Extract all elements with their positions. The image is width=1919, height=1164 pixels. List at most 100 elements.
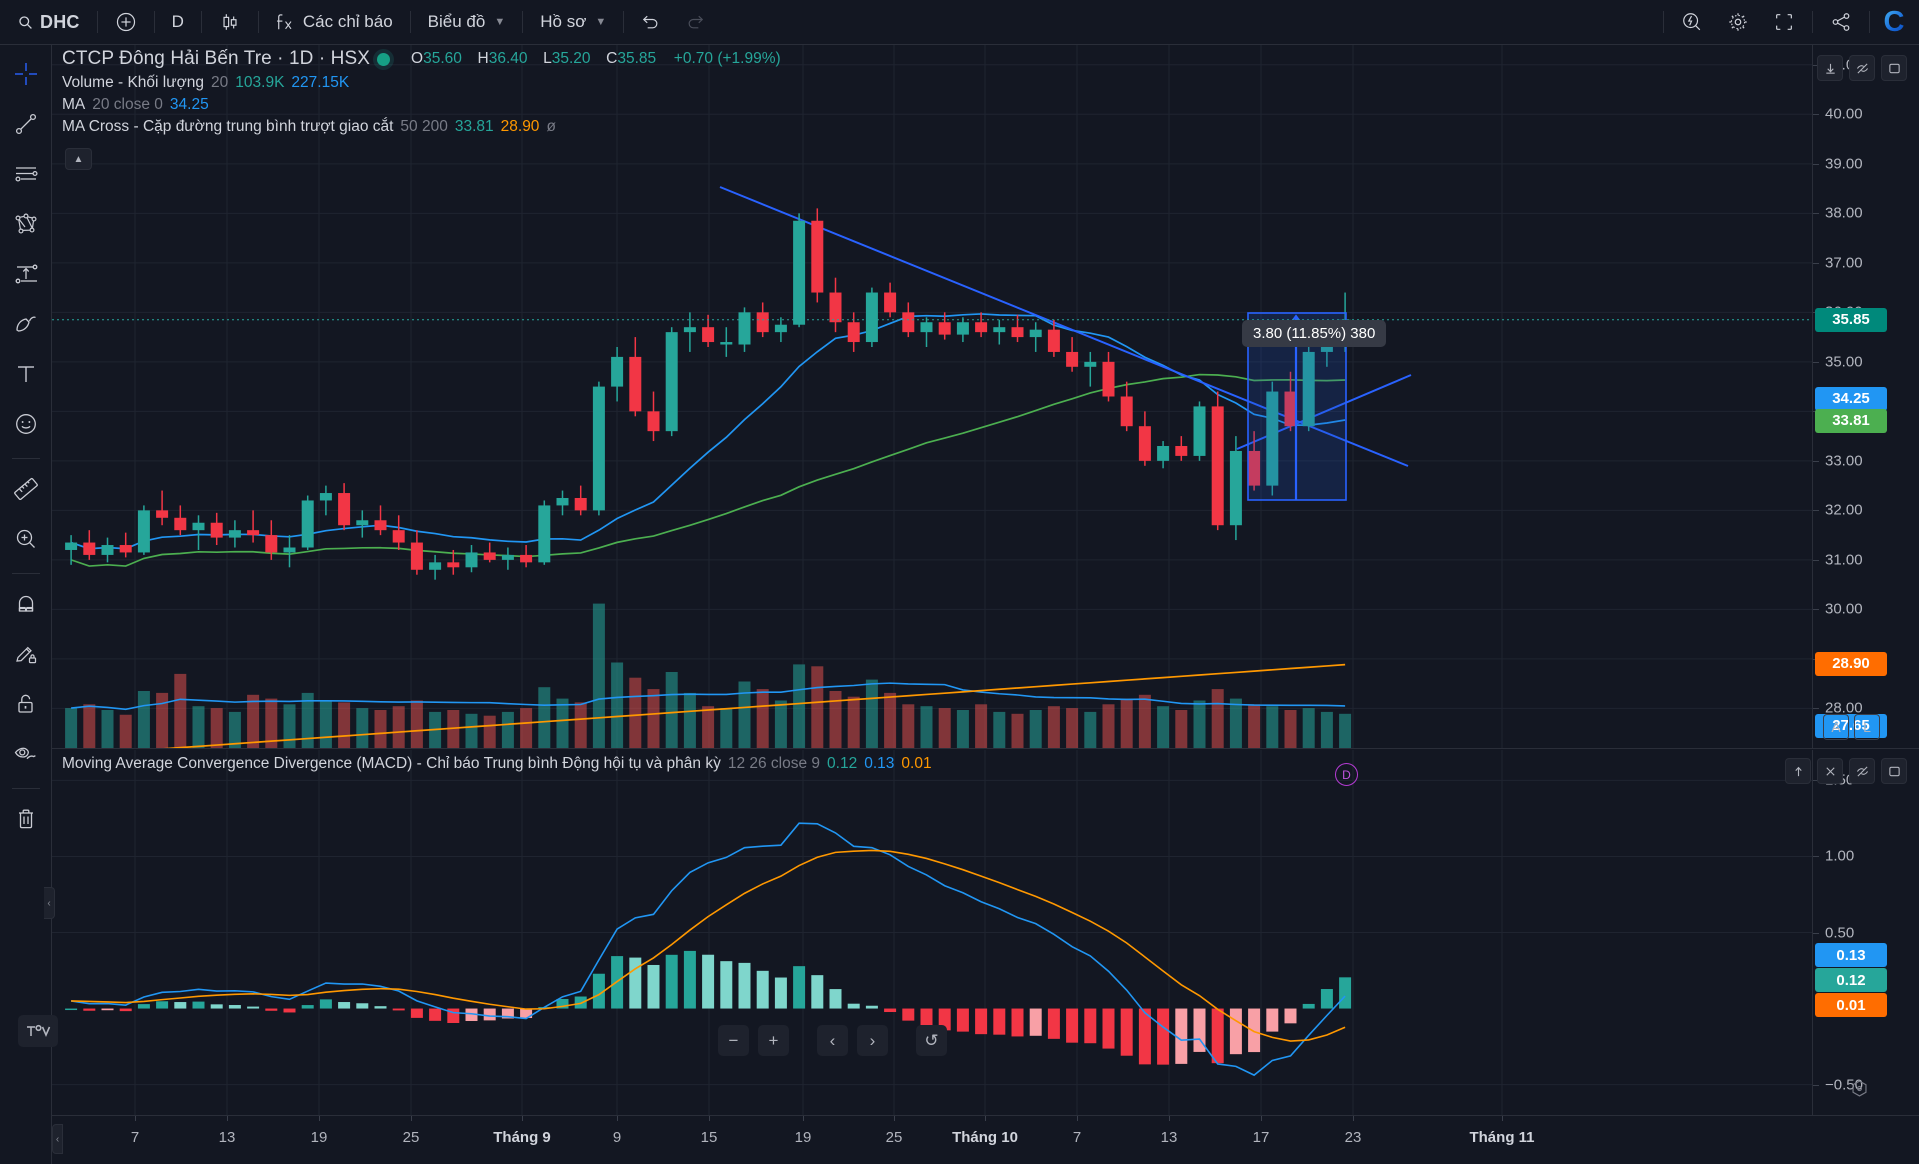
brush-tool-button[interactable] — [6, 306, 46, 346]
time-axis-tick: 13 — [218, 1129, 236, 1146]
price-axis-tick: 28.00 — [1825, 699, 1863, 717]
collapse-drawing-toolbar-button[interactable]: ‹ — [44, 887, 55, 919]
time-axis-tick: 19 — [794, 1129, 812, 1146]
axis-tick-mark — [411, 1116, 412, 1121]
pattern-tool-button[interactable] — [6, 206, 46, 246]
collapse-legend-button[interactable]: ▲ — [65, 148, 92, 170]
replay-button[interactable] — [1671, 5, 1713, 39]
axis-tick-mark — [227, 1116, 228, 1121]
close-icon[interactable] — [1817, 758, 1843, 784]
measure-tooltip: 3.80 (11.85%) 380 — [1242, 320, 1387, 347]
chart-menu-button[interactable]: Biểu đồ ▼ — [418, 5, 516, 39]
macd-chart-canvas[interactable] — [52, 750, 1812, 1115]
horizontal-lines-tool-button[interactable] — [6, 156, 46, 196]
move-up-icon[interactable] — [1785, 758, 1811, 784]
axis-tick-mark — [1261, 1116, 1262, 1121]
zoom-out-button[interactable]: − — [718, 1025, 749, 1056]
pane-divider[interactable] — [52, 748, 1919, 749]
macd-hist-badge[interactable]: 0.01 — [1815, 993, 1887, 1018]
time-axis-tick: Tháng 10 — [952, 1129, 1018, 1146]
chevron-down-icon: ▼ — [494, 16, 506, 28]
chart-menu-label: Biểu đồ — [427, 12, 486, 31]
time-axis-tick: 23 — [1344, 1129, 1362, 1146]
symbol-search-button[interactable]: DHC — [8, 5, 90, 39]
trend-line-tool-button[interactable] — [6, 106, 46, 146]
log-scale-button[interactable]: L — [1854, 714, 1880, 740]
divider — [96, 11, 98, 33]
axis-tick-mark — [1813, 460, 1819, 462]
axis-tick-mark — [617, 1116, 618, 1121]
price-chart-canvas[interactable] — [52, 45, 1812, 748]
auto-scale-button[interactable]: A — [1823, 714, 1849, 740]
scroll-left-button[interactable]: ‹ — [817, 1025, 848, 1056]
macd-line-badge[interactable]: 0.12 — [1815, 968, 1887, 993]
time-axis-tick: 9 — [612, 1129, 622, 1146]
hide-drawings-button[interactable] — [6, 736, 46, 776]
maximize-pane-icon[interactable] — [1881, 55, 1907, 81]
measure-tool-button[interactable] — [6, 471, 46, 511]
time-axis-tick: 25 — [402, 1129, 420, 1146]
indicators-button[interactable]: Các chỉ báo — [266, 5, 403, 39]
price-axis-tick: 33.00 — [1825, 452, 1863, 470]
divider — [200, 11, 202, 33]
price-axis[interactable]: 41.0040.0039.0038.0037.0036.0035.0034.00… — [1812, 45, 1919, 748]
add-symbol-button[interactable] — [105, 5, 147, 39]
macd-pane[interactable] — [52, 750, 1812, 1115]
price-axis-tick: 35.00 — [1825, 353, 1863, 371]
chart-bottom-controls: − + ‹ › ↺ — [718, 1025, 947, 1056]
chart-style-button[interactable] — [209, 5, 251, 39]
hide-pane-icon[interactable] — [1849, 758, 1875, 784]
axis-tick-mark — [319, 1116, 320, 1121]
lock-drawings-button[interactable] — [6, 686, 46, 726]
stay-in-drawing-mode-button[interactable] — [6, 636, 46, 676]
tradingview-logo-badge[interactable] — [18, 1015, 58, 1047]
scroll-right-button[interactable]: › — [857, 1025, 888, 1056]
undo-button[interactable] — [631, 5, 671, 39]
divider — [11, 458, 40, 459]
divider — [1663, 11, 1664, 33]
collapse-time-axis-button[interactable]: ‹ — [52, 1124, 63, 1154]
time-axis[interactable]: ‹ 7 13 19 25 Tháng 9 9 15 19 25 Tháng 10 7 13 17 23 Th… — [52, 1115, 1919, 1164]
position-tool-button[interactable] — [6, 256, 46, 296]
magnet-tool-button[interactable] — [6, 586, 46, 626]
macd-axis[interactable]: 1.501.000.50−0.500.130.120.01 — [1812, 750, 1919, 1115]
profile-menu-button[interactable]: Hồ sơ ▼ — [530, 5, 616, 39]
hide-pane-icon[interactable] — [1849, 55, 1875, 81]
trend-line-icon — [13, 111, 39, 142]
macd-axis-tick: 0.50 — [1825, 924, 1855, 941]
last-price-badge[interactable]: 35.85 — [1815, 307, 1887, 332]
crosshair-icon — [13, 61, 39, 92]
settings-button[interactable] — [1717, 5, 1759, 39]
maximize-pane-icon[interactable] — [1881, 758, 1907, 784]
crosshair-tool-button[interactable] — [6, 56, 46, 96]
reset-chart-button[interactable]: ↺ — [916, 1025, 947, 1056]
axis-tick-mark — [1813, 114, 1819, 116]
zoom-in-button[interactable]: + — [758, 1025, 789, 1056]
lock-drawings-icon — [13, 691, 39, 722]
zoom-in-tool-button[interactable] — [6, 521, 46, 561]
ma20-badge[interactable]: 34.25 — [1815, 386, 1887, 411]
price-pane[interactable] — [52, 45, 1812, 748]
ma200-badge[interactable]: 28.90 — [1815, 651, 1887, 676]
share-button[interactable] — [1820, 5, 1862, 39]
download-icon[interactable] — [1817, 55, 1843, 81]
time-axis-tick: 17 — [1252, 1129, 1270, 1146]
d-marker-badge[interactable]: D — [1335, 763, 1358, 786]
magnet-icon — [13, 591, 39, 622]
text-tool-button[interactable] — [6, 356, 46, 396]
app-logo[interactable]: C — [1879, 6, 1909, 38]
ma50-badge[interactable]: 33.81 — [1815, 408, 1887, 433]
axis-tick-mark — [894, 1116, 895, 1121]
interval-button[interactable]: D — [162, 5, 194, 39]
remove-drawings-button[interactable] — [6, 801, 46, 841]
fullscreen-button[interactable] — [1763, 5, 1805, 39]
emoji-tool-button[interactable] — [6, 406, 46, 446]
redo-button[interactable] — [675, 5, 715, 39]
volume-ma-badge[interactable]: 27.65 — [1815, 713, 1887, 738]
chart-settings-icon[interactable] — [1850, 1079, 1869, 1103]
divider — [623, 11, 625, 33]
indicators-label: Các chỉ báo — [302, 12, 393, 31]
symbol-ticker: DHC — [40, 11, 80, 32]
macd-signal-badge[interactable]: 0.13 — [1815, 943, 1887, 968]
search-icon — [18, 15, 33, 30]
